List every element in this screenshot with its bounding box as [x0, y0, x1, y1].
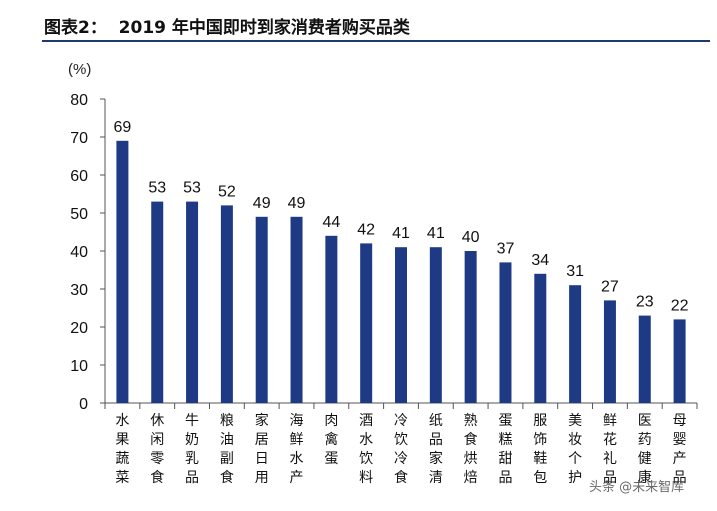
bar	[395, 247, 407, 403]
x-category-label: 母婴产品	[673, 413, 687, 486]
figure-title-bar: 图表2： 2019 年中国即时到家消费者购买品类	[42, 8, 710, 42]
x-category-label: 休闲零食	[150, 413, 164, 486]
data-label: 52	[218, 183, 236, 200]
bar	[534, 273, 547, 403]
data-label: 41	[427, 225, 445, 242]
bar	[290, 216, 303, 403]
data-label: 22	[671, 297, 689, 314]
y-tick-label: 80	[70, 92, 88, 109]
bar	[569, 285, 582, 403]
data-label: 42	[357, 221, 375, 238]
y-axis-unit-label: (%)	[68, 61, 92, 78]
bar	[220, 205, 233, 403]
bar	[186, 201, 199, 403]
y-tick-label: 0	[79, 396, 88, 413]
data-label: 53	[148, 180, 166, 197]
data-label: 23	[636, 294, 654, 311]
x-category-label: 酒水饮料	[359, 413, 373, 486]
data-label: 49	[288, 195, 306, 212]
x-category-label: 冷饮冷食	[394, 413, 408, 486]
data-label: 69	[114, 119, 132, 136]
data-label: 41	[392, 225, 410, 242]
x-category-label: 美妆个护	[568, 413, 582, 486]
watermark-text: 头条 @未来智库	[589, 480, 685, 495]
data-label: 34	[531, 252, 549, 269]
x-category-label: 服饰鞋包	[533, 413, 547, 486]
y-tick-label: 40	[70, 244, 88, 261]
x-category-label: 牛奶乳品	[185, 413, 199, 486]
x-category-label: 海鲜水产	[290, 413, 304, 486]
x-category-label: 肉禽蛋	[324, 413, 338, 467]
bar	[325, 235, 338, 403]
bar	[464, 251, 477, 403]
y-tick-label: 60	[70, 168, 88, 185]
y-tick-label: 20	[70, 320, 88, 337]
y-tick-label: 30	[70, 282, 88, 299]
data-label: 27	[601, 278, 619, 295]
bar	[255, 216, 268, 403]
bar	[429, 247, 442, 403]
bar	[116, 140, 129, 404]
y-tick-label: 10	[70, 358, 88, 375]
x-category-label: 医药健康	[638, 413, 652, 486]
bar	[673, 319, 686, 403]
y-tick-label: 50	[70, 206, 88, 223]
data-label: 44	[322, 214, 340, 231]
data-label: 53	[183, 180, 201, 197]
x-category-label: 家居日用	[255, 412, 269, 486]
bar	[151, 201, 164, 403]
data-label: 40	[462, 229, 480, 246]
y-tick-label: 70	[70, 130, 88, 147]
bar	[603, 300, 616, 403]
x-category-label: 纸品家清	[429, 413, 443, 486]
bar	[499, 262, 512, 403]
bar	[360, 243, 373, 403]
x-category-label: 蛋糕甜品	[498, 413, 512, 486]
figure-title: 图表2： 2019 年中国即时到家消费者购买品类	[44, 18, 410, 38]
x-category-label: 水果蔬菜	[115, 413, 129, 486]
x-category-label: 粮油副食	[220, 413, 234, 486]
x-category-label: 熟食烘焙	[464, 413, 478, 486]
bar	[638, 315, 651, 403]
data-label: 37	[497, 240, 515, 257]
data-label: 31	[566, 263, 584, 280]
x-category-label: 鲜花礼品	[603, 413, 617, 486]
data-label: 49	[253, 195, 271, 212]
